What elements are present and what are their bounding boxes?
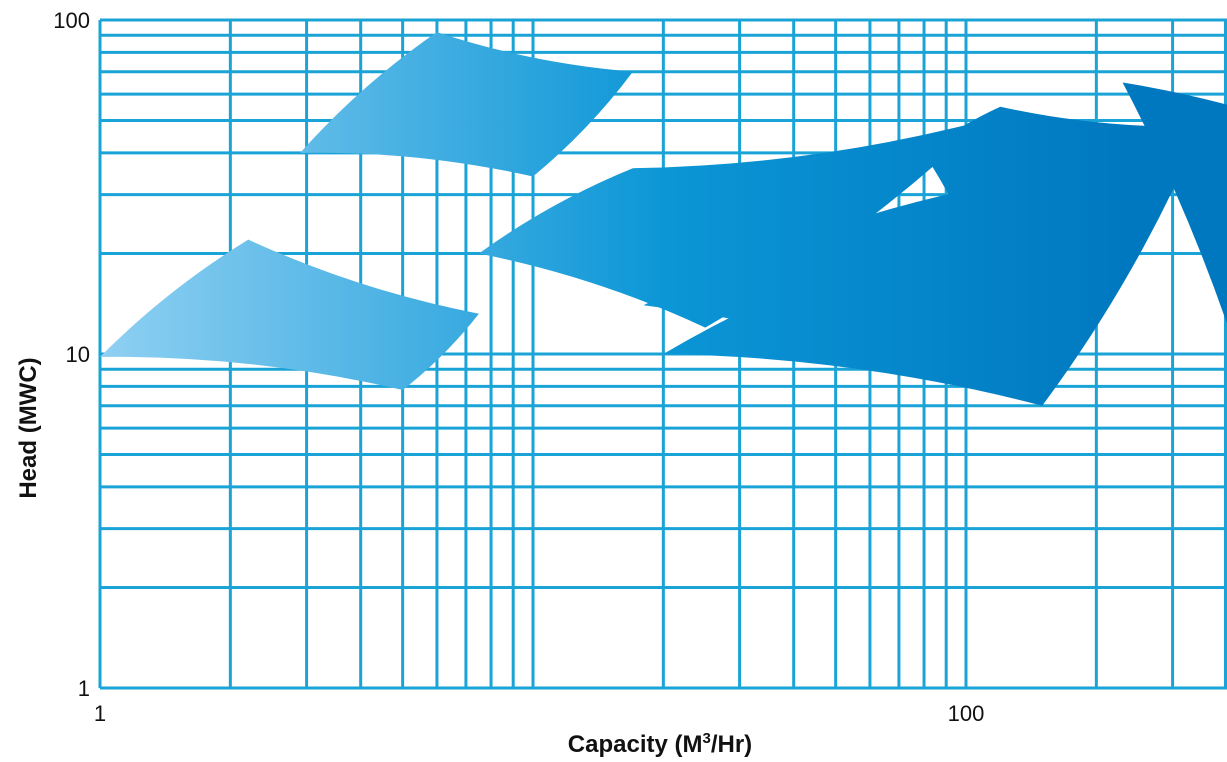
coverage-region-1 — [100, 239, 479, 390]
x-axis-title-main: Capacity (M — [568, 731, 703, 758]
coverage-region-7 — [1122, 82, 1227, 324]
x-axis-title-tail: /Hr) — [711, 731, 752, 758]
tick-labels: 1100100020003000110100 — [53, 8, 985, 726]
y-tick-label: 1 — [78, 676, 90, 701]
x-axis-title-sup: 3 — [703, 730, 711, 747]
pump-coverage-regions — [100, 32, 1227, 406]
coverage-region-3 — [478, 120, 984, 328]
x-tick-label: 1 — [94, 701, 106, 726]
y-tick-label: 100 — [53, 8, 90, 33]
coverage-region-6 — [924, 106, 1202, 406]
y-axis-title: Head (MWC) — [15, 357, 42, 498]
y-tick-label: 10 — [66, 342, 90, 367]
coverage-region-2 — [300, 32, 633, 177]
x-axis-title: Capacity (M3/Hr) — [568, 730, 752, 758]
x-tick-label: 100 — [948, 701, 985, 726]
